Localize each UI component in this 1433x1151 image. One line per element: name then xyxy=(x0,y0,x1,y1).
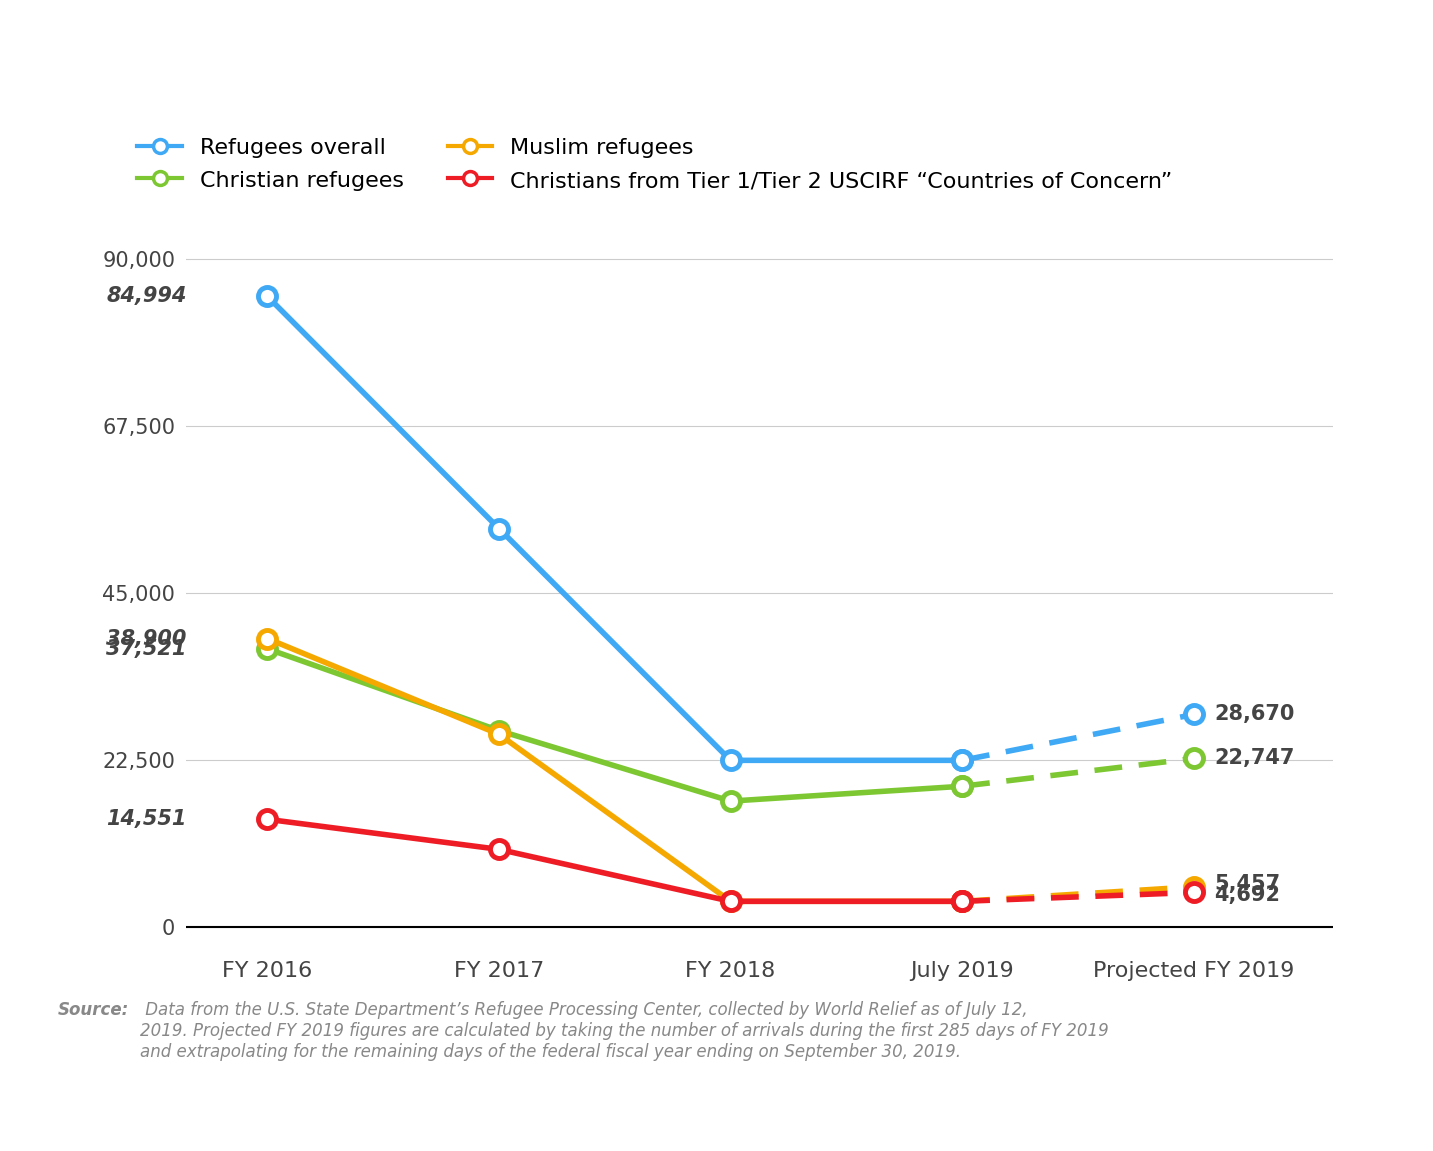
Text: 5,457: 5,457 xyxy=(1215,875,1281,894)
Text: 22,747: 22,747 xyxy=(1215,748,1295,769)
Text: 14,551: 14,551 xyxy=(106,809,186,829)
Legend: Refugees overall, Christian refugees, Muslim refugees, Christians from Tier 1/Ti: Refugees overall, Christian refugees, Mu… xyxy=(129,128,1181,200)
Text: 84,994: 84,994 xyxy=(106,287,186,306)
Text: 38,900: 38,900 xyxy=(106,628,186,648)
Text: 4,692: 4,692 xyxy=(1215,885,1281,905)
Text: 37,521: 37,521 xyxy=(106,639,186,658)
Text: Source:: Source: xyxy=(57,1001,129,1020)
Text: Data from the U.S. State Department’s Refugee Processing Center, collected by Wo: Data from the U.S. State Department’s Re… xyxy=(140,1001,1109,1061)
Text: 28,670: 28,670 xyxy=(1215,704,1295,724)
Text: Dramatic Drop in Christian Refugee Admissions: Dramatic Drop in Christian Refugee Admis… xyxy=(10,35,1423,86)
